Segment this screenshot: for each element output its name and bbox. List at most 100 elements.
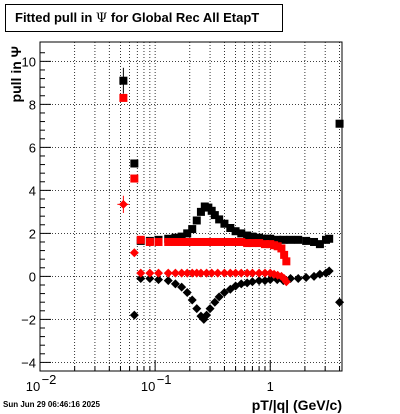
- data-point: [207, 268, 217, 278]
- data-point: [136, 268, 146, 278]
- data-point: [187, 268, 197, 278]
- data-point: [171, 237, 180, 246]
- x-axis-label: pT/|q| (GeV/c): [252, 397, 342, 413]
- data-point: [280, 250, 289, 259]
- data-point: [293, 274, 303, 284]
- data-point: [301, 272, 311, 282]
- data-point: [177, 268, 187, 278]
- data-point: [260, 240, 269, 249]
- timestamp-footer: Sun Jun 29 06:46:16 2025: [3, 400, 100, 409]
- data-point: [187, 295, 197, 305]
- data-point: [192, 237, 201, 246]
- data-point: [182, 268, 192, 278]
- series-2: [129, 266, 345, 324]
- data-point: [315, 269, 325, 279]
- y-tick-label: −2: [21, 312, 36, 327]
- data-points: [117, 67, 345, 324]
- data-point: [182, 288, 192, 298]
- data-point: [129, 248, 139, 258]
- data-point: [335, 297, 345, 307]
- data-point: [231, 268, 241, 278]
- data-point: [255, 233, 264, 242]
- y-axis-label: pull in Ψ: [8, 46, 24, 102]
- x-tick-exponent: −1: [157, 372, 172, 387]
- data-point: [183, 229, 192, 238]
- data-point: [215, 215, 224, 224]
- data-point: [236, 279, 246, 289]
- y-tick-label: 10: [22, 54, 36, 69]
- data-point: [183, 237, 192, 246]
- data-point: [325, 234, 334, 243]
- data-point: [243, 231, 252, 240]
- data-point: [177, 282, 187, 292]
- data-point: [118, 199, 128, 209]
- title-prefix: Fitted pull in: [15, 10, 93, 25]
- y-tick-label: −4: [21, 355, 36, 370]
- data-point: [130, 174, 139, 183]
- data-point: [282, 257, 291, 266]
- series-1: [119, 93, 291, 266]
- data-point: [243, 239, 252, 248]
- data-point: [237, 229, 246, 238]
- data-point: [281, 277, 291, 287]
- data-point: [145, 237, 154, 246]
- data-point: [119, 93, 128, 102]
- grid: [40, 42, 342, 371]
- data-point: [170, 279, 180, 289]
- data-point: [202, 237, 211, 246]
- data-point: [213, 237, 222, 246]
- data-point: [273, 235, 282, 244]
- title-suffix: for Global Rec All EtapT: [110, 10, 260, 25]
- data-point: [210, 211, 219, 220]
- data-point: [335, 119, 344, 128]
- title-psi-symbol: Ψ: [95, 11, 108, 26]
- data-point: [255, 239, 264, 248]
- data-point: [129, 310, 139, 320]
- x-tick-exponent: −2: [42, 372, 57, 387]
- data-point: [260, 268, 270, 278]
- data-point: [192, 304, 202, 314]
- data-point: [177, 232, 186, 241]
- data-point: [315, 240, 324, 249]
- data-point: [163, 268, 173, 278]
- data-point: [226, 237, 235, 246]
- data-point: [231, 227, 240, 236]
- data-point: [242, 268, 252, 278]
- data-point: [213, 268, 223, 278]
- data-point: [119, 76, 128, 85]
- data-point: [219, 268, 229, 278]
- data-point: [225, 268, 235, 278]
- data-point: [196, 207, 205, 216]
- data-point: [266, 234, 275, 243]
- data-point: [196, 237, 205, 246]
- data-point: [171, 233, 180, 242]
- y-tick-label: 8: [29, 97, 36, 112]
- data-point: [207, 237, 216, 246]
- data-point: [210, 297, 220, 307]
- data-point: [214, 292, 224, 302]
- data-point: [286, 235, 295, 244]
- x-tick-label: 10: [26, 379, 40, 394]
- data-point: [202, 310, 212, 320]
- data-point: [196, 268, 206, 278]
- y-tick-label: 0: [29, 269, 36, 284]
- data-point: [154, 237, 163, 246]
- plot-frame: [39, 41, 343, 372]
- y-tick-label: 6: [29, 140, 36, 155]
- data-point: [277, 244, 286, 253]
- data-point: [254, 276, 264, 286]
- data-point: [247, 268, 257, 278]
- data-point: [192, 216, 201, 225]
- axis-ticks: [39, 52, 341, 372]
- data-point: [310, 237, 319, 246]
- data-point: [205, 304, 215, 314]
- data-point: [207, 206, 216, 215]
- data-point: [136, 274, 146, 284]
- data-point: [163, 276, 173, 286]
- data-point: [145, 274, 155, 284]
- data-point: [294, 235, 303, 244]
- data-point: [154, 268, 164, 278]
- data-point: [136, 235, 145, 244]
